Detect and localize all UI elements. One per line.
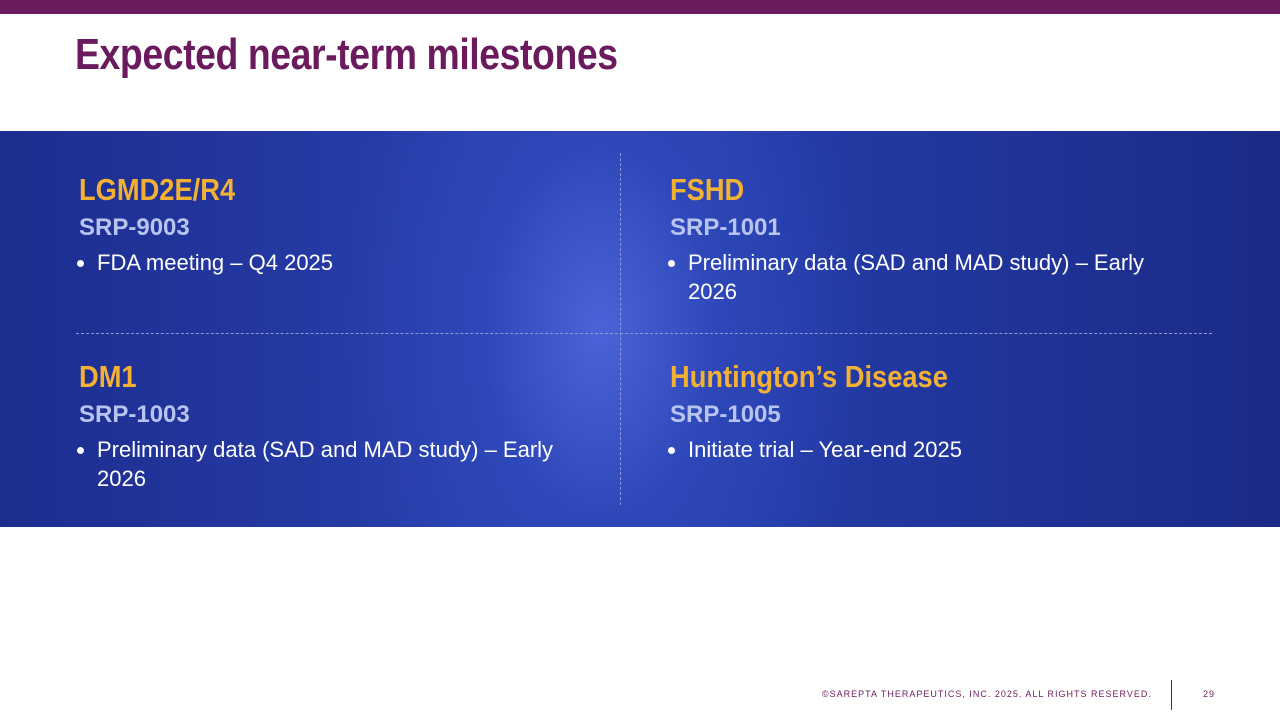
milestone-list: FDA meeting – Q4 2025 (79, 248, 599, 277)
program: SRP-1005 (670, 401, 781, 428)
top-bar (0, 0, 1280, 14)
milestone-list: Preliminary data (SAD and MAD study) – E… (670, 248, 1190, 306)
page-number: 29 (1203, 689, 1216, 699)
milestone-quadrant: DM1 SRP-1003 Preliminary data (SAD and MAD… (79, 359, 599, 493)
milestone-quadrant: FSHD SRP-1001 Preliminary data (SAD and MA… (670, 172, 1190, 306)
milestone-list: Initiate trial – Year-end 2025 (670, 435, 1190, 464)
indication: FSHD (670, 172, 745, 207)
indication: Huntington’s Disease (670, 359, 948, 394)
milestone-panel (0, 131, 1280, 527)
program: SRP-1003 (79, 401, 190, 428)
program: SRP-9003 (79, 214, 190, 241)
milestone: Preliminary data (SAD and MAD study) – E… (97, 435, 599, 493)
copyright: ©SAREPTA THERAPEUTICS, INC. 2025. ALL RI… (822, 689, 1152, 699)
milestone-quadrant: LGMD2E/R4 SRP-9003 FDA meeting – Q4 2025 (79, 172, 599, 277)
milestone: FDA meeting – Q4 2025 (97, 248, 599, 277)
title: Expected near-term milestones (75, 30, 618, 79)
milestone: Preliminary data (SAD and MAD study) – E… (688, 248, 1190, 306)
milestone-list: Preliminary data (SAD and MAD study) – E… (79, 435, 599, 493)
divider (76, 333, 1212, 334)
indication: DM1 (79, 359, 137, 394)
program: SRP-1001 (670, 214, 781, 241)
divider (620, 153, 621, 505)
milestone: Initiate trial – Year-end 2025 (688, 435, 1190, 464)
separator (1171, 680, 1172, 710)
indication: LGMD2E/R4 (79, 172, 236, 207)
milestone-quadrant: Huntington’s Disease SRP-1005 Initiate tri… (670, 359, 1190, 464)
